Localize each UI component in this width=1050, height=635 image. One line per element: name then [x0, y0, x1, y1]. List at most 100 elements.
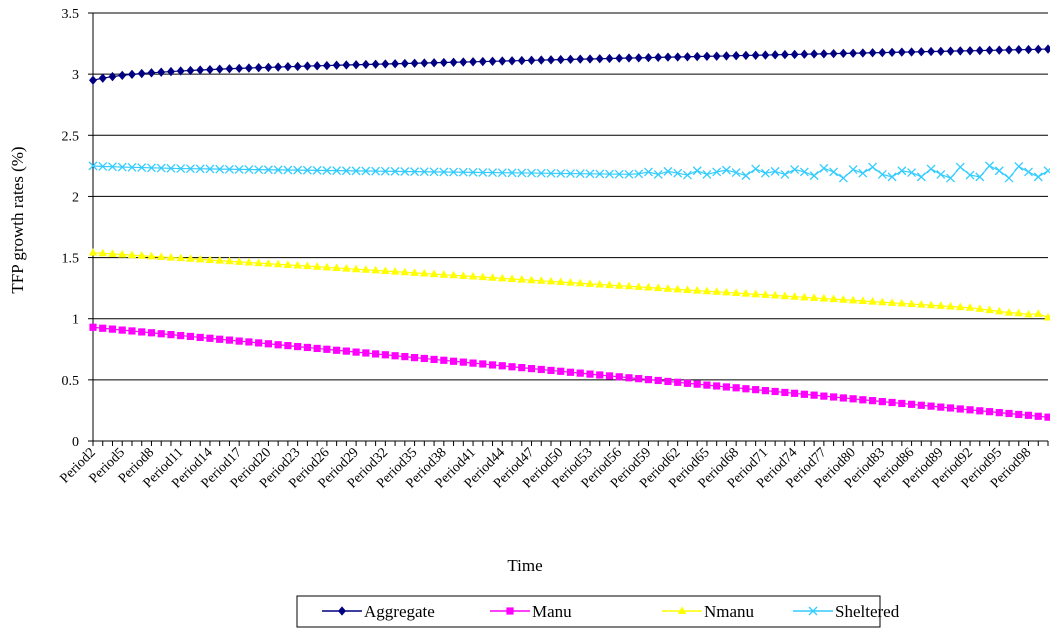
- data-point-aggregate: [702, 51, 711, 61]
- data-point-aggregate: [780, 49, 789, 60]
- data-point-nmanu: [985, 305, 994, 314]
- data-point-aggregate: [332, 60, 341, 70]
- data-point-manu: [216, 335, 224, 343]
- data-point-nmanu: [332, 263, 341, 271]
- data-point-manu: [937, 403, 945, 411]
- data-point-sheltered: [624, 169, 634, 179]
- data-point-manu: [235, 337, 243, 345]
- data-point-aggregate: [868, 48, 877, 58]
- data-point-aggregate: [673, 52, 682, 62]
- data-point-sheltered: [302, 165, 312, 175]
- data-point-aggregate: [566, 54, 575, 65]
- data-point-manu: [89, 323, 97, 331]
- data-point-manu: [206, 334, 214, 342]
- data-point-aggregate: [897, 47, 906, 57]
- data-point-aggregate: [196, 65, 205, 75]
- data-point-sheltered: [799, 167, 809, 177]
- data-point-manu: [157, 330, 165, 338]
- data-point-aggregate: [1034, 44, 1043, 54]
- data-point-manu: [664, 377, 672, 386]
- data-point-nmanu: [653, 283, 663, 292]
- data-point-aggregate: [654, 52, 663, 63]
- data-point-nmanu: [790, 292, 799, 300]
- data-point-manu: [752, 386, 760, 394]
- data-point-sheltered: [195, 164, 205, 174]
- data-point-sheltered: [244, 165, 254, 174]
- data-point-sheltered: [692, 166, 702, 176]
- data-point-aggregate: [254, 63, 263, 73]
- data-point-manu: [459, 358, 467, 366]
- data-point-manu: [566, 368, 575, 376]
- data-point-sheltered: [605, 169, 614, 179]
- data-point-manu: [674, 378, 682, 386]
- data-point-sheltered: [156, 163, 166, 173]
- data-point-aggregate: [459, 57, 468, 67]
- data-point-nmanu: [497, 273, 507, 282]
- data-point-aggregate: [917, 47, 926, 57]
- data-point-aggregate: [283, 62, 292, 72]
- data-point-sheltered: [819, 163, 829, 173]
- data-point-aggregate: [293, 61, 302, 72]
- data-point-manu: [381, 351, 389, 359]
- data-point-manu: [713, 382, 721, 390]
- data-point-manu: [1044, 413, 1050, 421]
- data-point-manu: [401, 353, 409, 361]
- data-point-aggregate: [488, 56, 497, 66]
- data-point-aggregate: [1005, 45, 1014, 55]
- data-point-nmanu: [1004, 308, 1014, 316]
- data-point-nmanu: [176, 253, 186, 262]
- data-point-sheltered: [936, 169, 946, 179]
- data-point-sheltered: [595, 169, 605, 179]
- data-point-nmanu: [244, 257, 254, 266]
- data-point-nmanu: [702, 286, 712, 295]
- data-point-aggregate: [741, 50, 750, 61]
- data-point-sheltered: [643, 167, 653, 177]
- data-point-sheltered: [283, 165, 293, 175]
- data-point-aggregate: [391, 59, 400, 69]
- data-point-sheltered: [985, 161, 994, 171]
- data-point-nmanu: [965, 303, 975, 311]
- data-point-sheltered: [975, 172, 985, 182]
- data-point-nmanu: [946, 301, 955, 310]
- data-point-sheltered: [663, 166, 673, 176]
- data-point-manu: [527, 365, 536, 373]
- legend-item-manu: Manu: [490, 602, 572, 621]
- data-point-nmanu: [868, 296, 877, 305]
- data-point-sheltered: [341, 166, 351, 176]
- data-point-nmanu: [819, 293, 829, 302]
- data-point-manu: [644, 376, 653, 384]
- data-point-sheltered: [176, 164, 186, 174]
- data-point-manu: [761, 387, 769, 395]
- data-point-manu: [333, 346, 341, 354]
- data-point-nmanu: [663, 284, 673, 292]
- data-point-manu: [274, 341, 282, 349]
- data-point-manu: [352, 348, 360, 356]
- data-point-aggregate: [137, 68, 146, 79]
- data-point-aggregate: [147, 68, 156, 78]
- data-point-manu: [615, 373, 623, 381]
- data-point-sheltered: [1014, 162, 1024, 171]
- data-point-manu: [693, 380, 701, 388]
- data-point-aggregate: [585, 54, 594, 64]
- data-point-sheltered: [497, 168, 507, 178]
- data-point-nmanu: [147, 251, 156, 260]
- data-point-aggregate: [605, 53, 614, 64]
- data-point-aggregate: [166, 66, 175, 77]
- data-point-manu: [625, 374, 633, 382]
- data-point-manu: [372, 350, 380, 358]
- data-point-manu: [479, 360, 487, 368]
- data-point-sheltered: [478, 168, 488, 177]
- y-tick-label: 2: [72, 190, 79, 205]
- data-point-manu: [956, 405, 964, 413]
- data-point-manu: [820, 392, 828, 400]
- data-point-nmanu: [634, 282, 644, 290]
- data-point-nmanu: [907, 299, 916, 308]
- data-point-manu: [976, 407, 984, 415]
- y-tick-label: 2.5: [62, 129, 80, 144]
- data-point-manu: [830, 393, 838, 401]
- data-point-sheltered: [770, 166, 780, 176]
- data-point-sheltered: [1033, 172, 1043, 182]
- data-point-nmanu: [722, 287, 731, 296]
- data-point-sheltered: [575, 169, 585, 179]
